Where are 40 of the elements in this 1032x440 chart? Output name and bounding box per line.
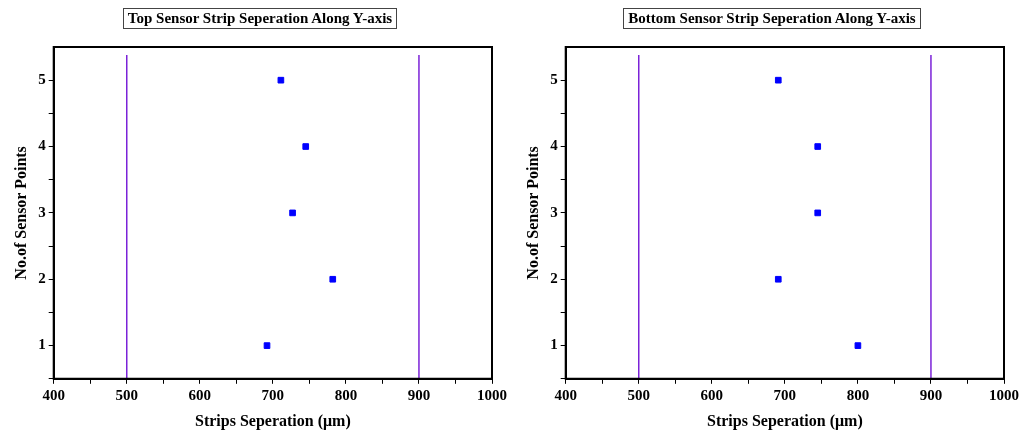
y-tick-label: 3 xyxy=(38,203,46,220)
x-tick-label: 600 xyxy=(700,386,724,403)
point xyxy=(302,143,310,150)
x-tick-label: 800 xyxy=(846,386,870,403)
y-tick-label: 4 xyxy=(550,137,559,154)
point xyxy=(814,209,822,217)
x-tick-label: 900 xyxy=(407,386,431,403)
point xyxy=(774,275,782,283)
point xyxy=(289,209,296,217)
point xyxy=(854,342,862,349)
x-tick-label: 1000 xyxy=(477,386,507,403)
y-tick-label: 3 xyxy=(550,203,558,220)
y-tick-label: 5 xyxy=(550,71,558,88)
x-tick-label: 500 xyxy=(627,386,650,403)
y-axis-title: No.of Sensor Points xyxy=(11,146,29,280)
y-tick-label: 2 xyxy=(550,270,558,287)
x-tick-label: 900 xyxy=(919,386,943,403)
point xyxy=(329,275,337,283)
point xyxy=(277,76,285,84)
x-tick-label: 600 xyxy=(188,386,212,403)
y-tick-label: 5 xyxy=(38,71,46,88)
point xyxy=(774,76,782,84)
x-tick-label: 400 xyxy=(42,386,65,403)
x-tick-label: 1000 xyxy=(989,386,1019,403)
chart-title: Top Sensor Strip Seperation Along Y-axis xyxy=(122,8,398,29)
x-tick-label: 800 xyxy=(334,386,358,403)
y-tick-label: 4 xyxy=(38,137,47,154)
y-tick-label: 1 xyxy=(38,336,46,353)
x-axis-title: Strips Seperation (μm) xyxy=(706,411,863,430)
y-tick-label: 1 xyxy=(550,336,558,353)
chart-title: Bottom Sensor Strip Seperation Along Y-axis xyxy=(623,8,921,29)
x-axis-title: Strips Seperation (μm) xyxy=(194,411,351,430)
x-tick-label: 700 xyxy=(773,386,797,403)
y-axis-title: No.of Sensor Points xyxy=(523,146,541,280)
point xyxy=(814,143,822,150)
x-tick-label: 500 xyxy=(115,386,138,403)
x-tick-label: 700 xyxy=(261,386,285,403)
x-tick-label: 400 xyxy=(554,386,577,403)
y-tick-label: 2 xyxy=(38,270,46,287)
point xyxy=(263,342,271,349)
